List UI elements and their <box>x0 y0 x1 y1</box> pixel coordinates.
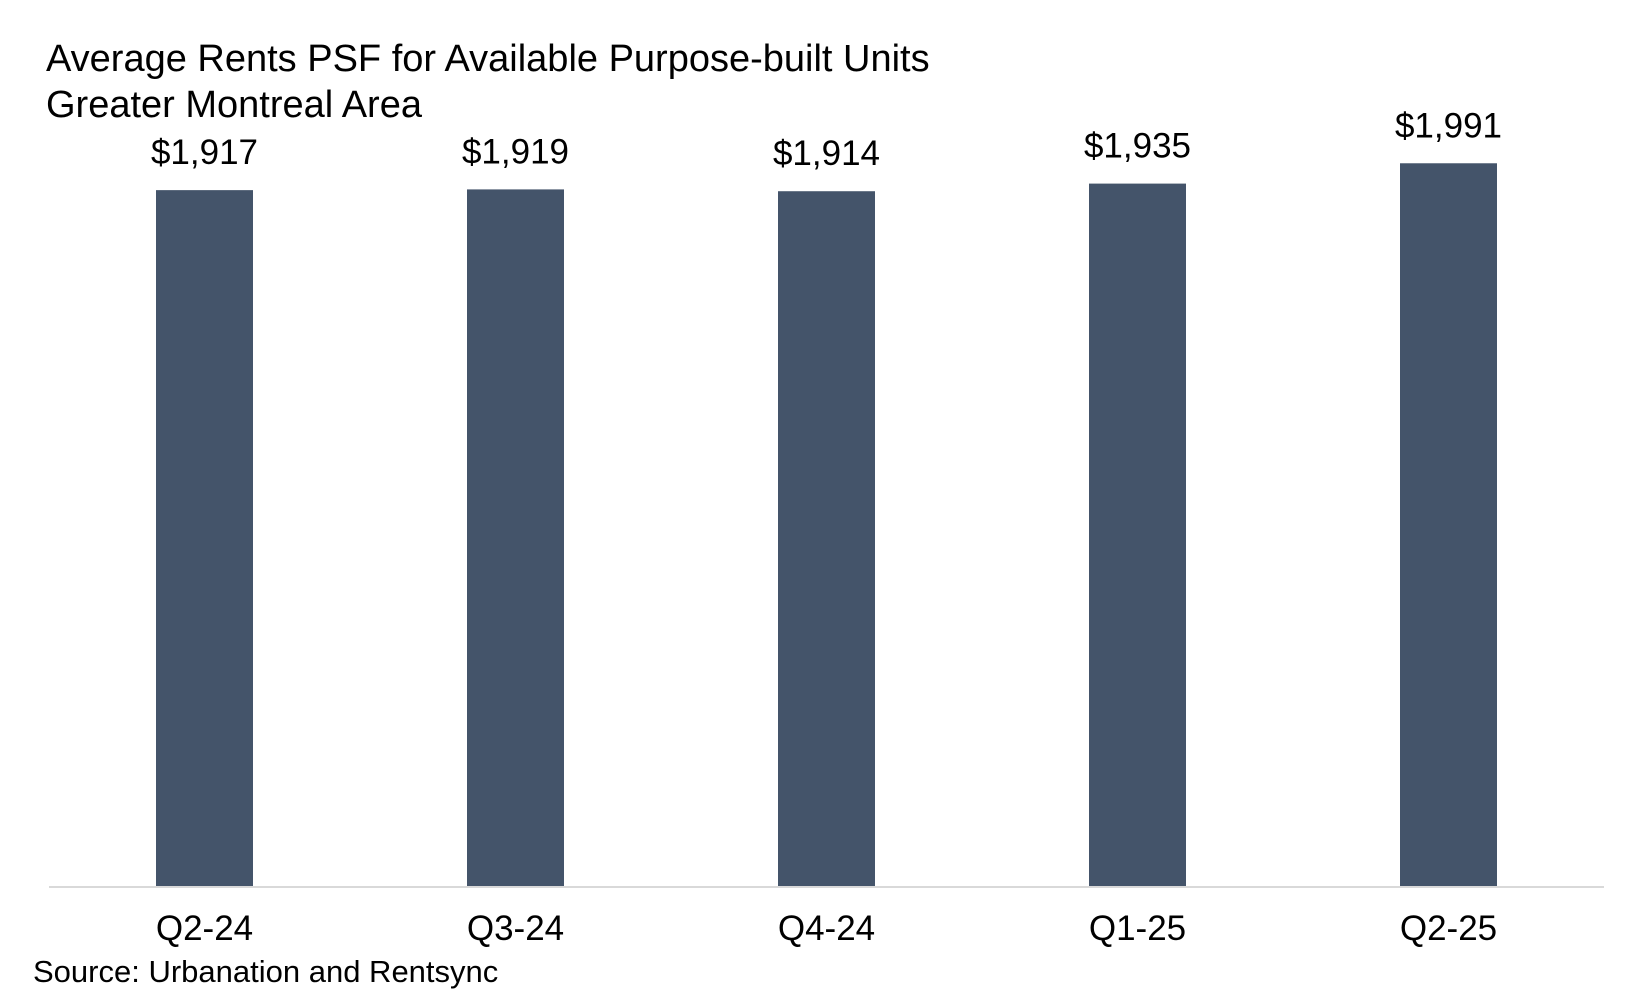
x-tick-labels-group: Q2-24 Q3-24 Q4-24 Q1-25 Q2-25 <box>156 909 1497 948</box>
value-label-q2-24: $1,917 <box>151 133 258 172</box>
bar-q1-25 <box>1089 183 1186 887</box>
value-label-q1-25: $1,935 <box>1084 127 1191 166</box>
bar-q3-24 <box>467 189 564 886</box>
x-tick-label-q2-24: Q2-24 <box>156 909 253 948</box>
source-note: Source: Urbanation and Rentsync <box>33 954 499 989</box>
value-label-q4-24: $1,914 <box>773 134 880 173</box>
chart-title-block: Average Rents PSF for Available Purpose-… <box>46 36 930 128</box>
bar-q2-24 <box>156 190 253 886</box>
value-label-q2-25: $1,991 <box>1395 106 1502 145</box>
chart-title: Average Rents PSF for Available Purpose-… <box>46 38 930 80</box>
x-tick-label-q1-25: Q1-25 <box>1089 909 1186 948</box>
value-labels-group: $1,917 $1,919 $1,914 $1,935 $1,991 <box>151 106 1502 173</box>
x-tick-label-q4-24: Q4-24 <box>778 909 875 948</box>
x-tick-label-q3-24: Q3-24 <box>467 909 564 948</box>
chart-subtitle: Greater Montreal Area <box>46 84 422 126</box>
bars-group <box>156 163 1497 887</box>
x-tick-label-q2-25: Q2-25 <box>1400 909 1497 948</box>
bar-q4-24 <box>778 191 875 886</box>
bar-q2-25 <box>1400 163 1497 887</box>
value-label-q3-24: $1,919 <box>462 132 569 171</box>
